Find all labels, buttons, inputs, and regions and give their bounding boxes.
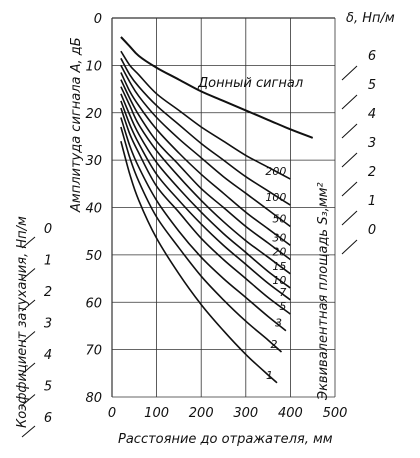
y-tick-label: 10 [85,59,102,74]
right-scale-tick [341,65,358,81]
bottom-signal-annotation: Донный сигнал [197,76,303,91]
left-scale-tick [21,362,36,375]
y-tick-label: 70 [85,344,102,359]
right-scale-tick [341,123,358,139]
left-scale-tick [21,425,36,438]
left-scale-tick [21,268,36,280]
right-scale-tick [341,210,358,226]
left-scale-tick [21,394,36,406]
series-line [120,86,291,275]
series-label: 200 [265,165,286,178]
series-label: 30 [272,231,286,244]
chart-tick-labels: 0 100 200 300 400 500010203040506070800123456… [21,12,376,438]
left-scale-label: 0 [44,222,52,237]
y-tick-label: 50 [85,249,102,264]
series-line [120,140,278,384]
right-scale-tick [341,94,358,110]
right-scale-label: 2 [368,165,376,180]
series-label: 5 [279,300,286,313]
left-scale-label: 4 [44,348,52,363]
x-tick-label: 500 [323,406,348,421]
x-tick-label: 100 [144,406,169,421]
series-label: 7 [279,286,286,299]
series-label: 100 [265,191,286,204]
left-scale-tick [21,299,36,312]
series-line [120,57,291,206]
series-line [120,93,291,289]
right-scale-label: 5 [368,78,376,93]
series-label: 3 [275,317,282,330]
right-scale-label: 6 [368,49,376,64]
y-tick-label: 30 [85,154,102,169]
series-line [120,65,291,228]
right-scale-label: 1 [368,194,376,209]
series-label: 15 [272,260,286,273]
x-axis-title: Расстояние до отражателя, мм [118,432,333,447]
left-scale-title: Коэффициент затухания, Нп/м [15,216,30,428]
left-scale-tick [21,331,36,343]
right-scale-title: δ, Нп/м [346,11,395,26]
y-tick-label: 60 [85,296,102,311]
series-line [120,117,287,332]
x-tick-label: 400 [278,406,303,421]
left-scale-label: 2 [44,285,52,300]
left-scale-label: 6 [44,411,52,426]
series-line [120,126,283,353]
curve-family-title: Эквивалентная площадь S₃,мм² [316,182,331,401]
series-label: 50 [272,212,286,225]
series-line [120,72,291,247]
x-tick-label: 300 [233,406,258,421]
series-label: 20 [272,246,286,259]
y-tick-label: 0 [94,12,102,27]
series-line [120,36,314,139]
series-label: 10 [272,274,286,287]
right-scale-label: 3 [368,136,376,151]
y-tick-label: 20 [85,107,102,122]
right-scale-tick [341,152,358,168]
series-line [120,50,291,180]
left-scale-label: 5 [44,380,52,395]
series-line [120,100,291,301]
right-scale-label: 0 [368,223,376,238]
y-tick-label: 80 [85,391,102,406]
y-axis-title: Амплитуда сигнала А, дБ [69,37,84,213]
series-label: 1 [266,369,273,382]
right-scale-tick [341,239,358,255]
left-scale-label: 3 [44,317,52,332]
x-tick-label: 0 [108,406,116,421]
x-tick-label: 200 [189,406,214,421]
left-scale-tick [21,236,36,249]
series-label: 2 [270,338,277,351]
series-line [120,107,291,315]
left-scale-label: 1 [44,254,52,269]
right-scale-label: 4 [368,107,376,122]
right-scale-tick [341,181,358,197]
chart-grid [111,17,336,398]
y-tick-label: 40 [85,202,102,217]
series-line [120,79,291,261]
